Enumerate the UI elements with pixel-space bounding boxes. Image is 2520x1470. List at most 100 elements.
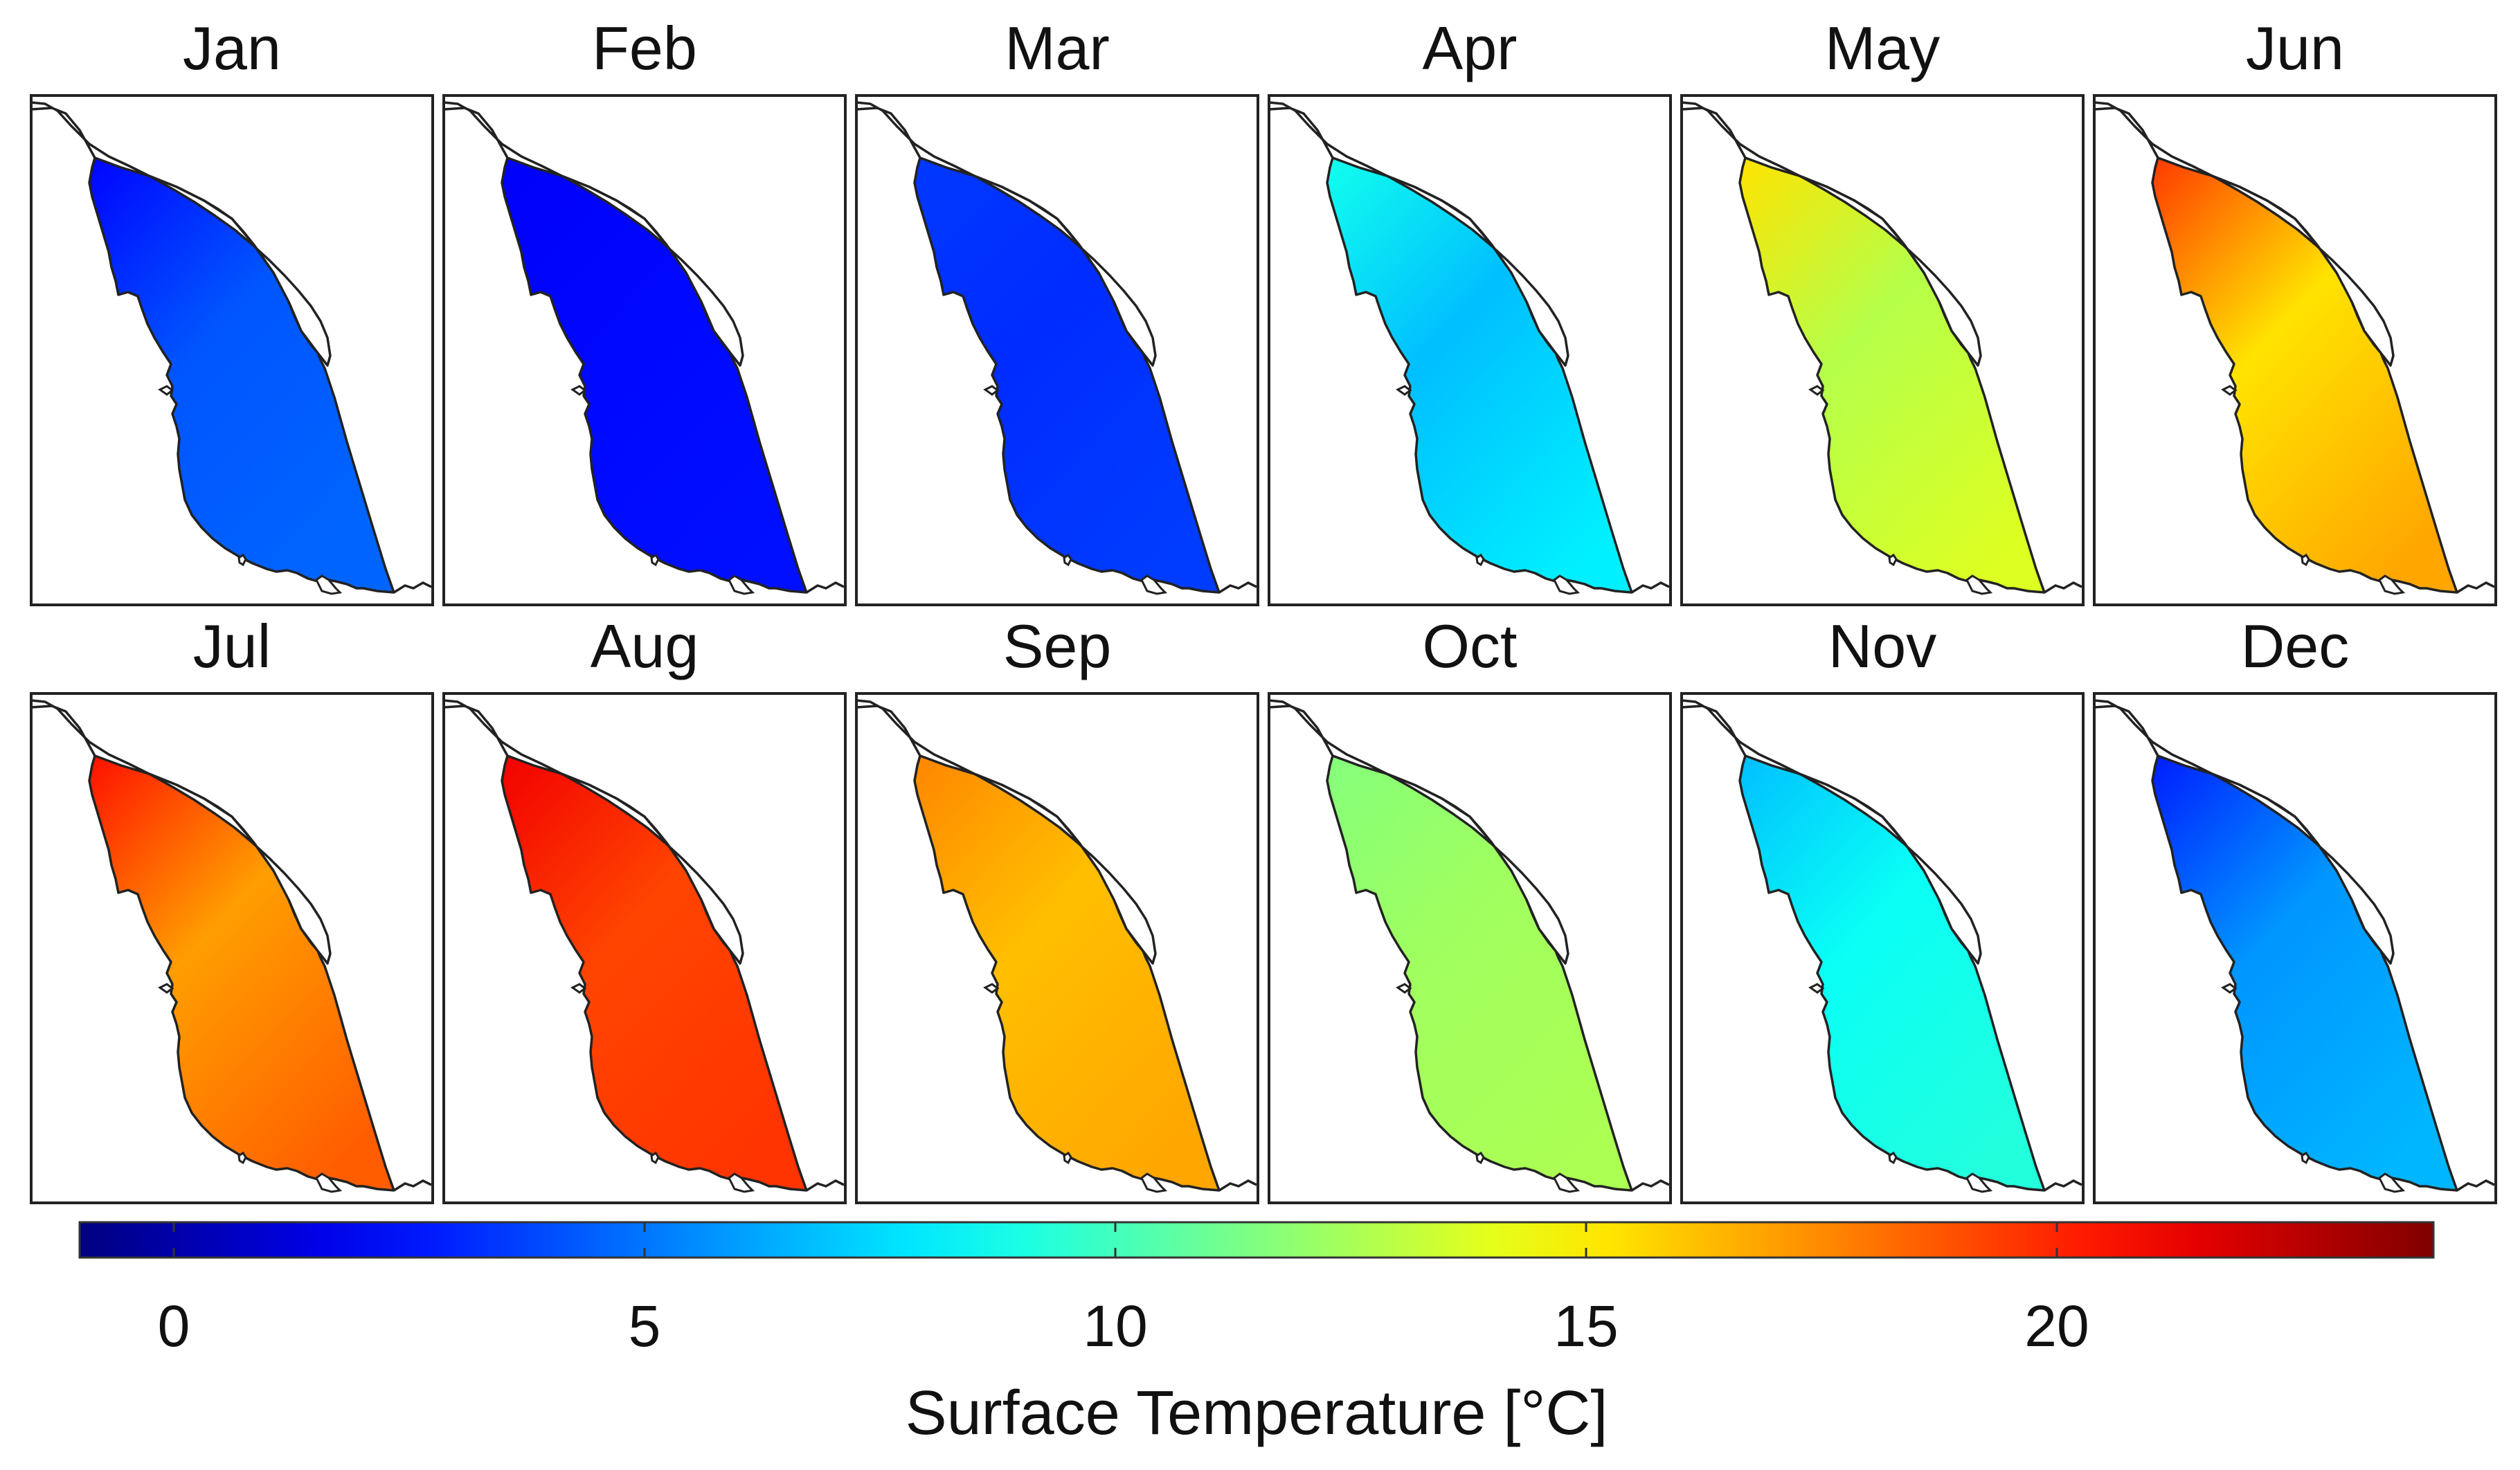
panel-oct: Oct <box>1268 612 1672 1204</box>
island-dec <box>2221 983 2238 994</box>
island-oct <box>1396 983 1412 994</box>
coastline-jul <box>30 699 332 965</box>
island-aug <box>728 1172 755 1193</box>
island-mar <box>1063 553 1072 567</box>
panel-frame-aug <box>442 692 847 1204</box>
island-dec <box>2378 1172 2406 1193</box>
panel-title-mar: Mar <box>1005 14 1110 82</box>
coastline-mar <box>855 101 1157 367</box>
island-may <box>1965 574 1993 595</box>
shoreline-may <box>2044 581 2082 594</box>
sea-field-jan <box>88 156 395 594</box>
coastline-nov <box>1680 699 1982 965</box>
island-apr <box>1553 574 1581 595</box>
island-dec <box>2301 1151 2310 1165</box>
panel-aug: Aug <box>442 612 847 1204</box>
island-jun <box>2221 385 2238 396</box>
island-mar <box>983 385 1000 396</box>
colorbar-tick-labels: 0 5 10 15 20 <box>158 1294 2089 1359</box>
coastline-oct <box>1268 699 1569 965</box>
sea-field-nov <box>1738 754 2046 1192</box>
sea-field-aug <box>501 754 808 1192</box>
island-may <box>1888 553 1898 567</box>
sea-field-jun <box>2151 156 2458 594</box>
panel-title-sep: Sep <box>1003 612 1112 680</box>
island-sep <box>1140 1172 1168 1193</box>
sea-field-jul <box>88 754 395 1192</box>
panel-mar: Mar <box>855 14 1259 606</box>
shoreline-oct <box>1631 1179 1670 1192</box>
island-jul <box>158 983 174 994</box>
panel-frame-jul <box>30 692 434 1204</box>
colorbar-tick-label: 0 <box>158 1294 190 1359</box>
panel-frame-dec <box>2093 692 2497 1204</box>
island-jul <box>315 1172 343 1193</box>
sea-field-feb <box>501 156 808 594</box>
sea-field-sep <box>913 754 1221 1192</box>
sea-field-oct <box>1326 754 1633 1192</box>
island-oct <box>1475 1151 1485 1165</box>
panel-may: May <box>1680 14 2085 606</box>
island-nov <box>1808 983 1825 994</box>
island-jul <box>237 1151 247 1165</box>
panel-frame-feb <box>442 94 847 606</box>
sea-field-mar <box>913 156 1221 594</box>
sea-field-dec <box>2151 754 2458 1192</box>
sea-field-may <box>1738 156 2046 594</box>
sea-field-apr <box>1326 156 1633 594</box>
island-jun <box>2378 574 2406 595</box>
colorbar-tick-label: 5 <box>629 1294 661 1359</box>
coastline-jun <box>2093 101 2395 367</box>
island-feb <box>728 574 755 595</box>
island-aug <box>570 983 587 994</box>
panel-title-dec: Dec <box>2241 612 2350 680</box>
island-jan <box>315 574 343 595</box>
panel-frame-may <box>1680 94 2085 606</box>
panel-frame-jun <box>2093 94 2497 606</box>
coastline-aug <box>442 699 744 965</box>
panel-frame-jan <box>30 94 434 606</box>
island-apr <box>1475 553 1485 567</box>
colorbar-ticks <box>172 1222 2058 1258</box>
shoreline-feb <box>806 581 845 594</box>
panel-nov: Nov <box>1680 612 2085 1204</box>
shoreline-nov <box>2044 1179 2082 1192</box>
panel-jun: Jun <box>2093 14 2497 606</box>
coastline-dec <box>2093 699 2395 965</box>
panel-apr: Apr <box>1268 14 1672 606</box>
shoreline-aug <box>806 1179 845 1192</box>
island-mar <box>1140 574 1168 595</box>
panel-jul: Jul <box>30 612 434 1204</box>
colorbar-tick-label: 15 <box>1554 1294 1618 1359</box>
panel-frame-sep <box>855 692 1259 1204</box>
panel-sep: Sep <box>855 612 1259 1204</box>
shoreline-sep <box>1218 1179 1257 1192</box>
island-feb <box>650 553 660 567</box>
colorbar: 0 5 10 15 20 Surface Temperature [°C] <box>78 1221 2435 1448</box>
shoreline-jan <box>393 581 432 594</box>
panel-title-nov: Nov <box>1828 612 1937 680</box>
panel-jan: Jan <box>30 14 434 606</box>
coastline-may <box>1680 101 1982 367</box>
colorbar-frame <box>78 1221 2435 1259</box>
panel-title-apr: Apr <box>1423 14 1518 82</box>
panel-frame-oct <box>1268 692 1672 1204</box>
island-feb <box>570 385 587 396</box>
coastline-jan <box>30 101 332 367</box>
coastline-feb <box>442 101 744 367</box>
island-jan <box>158 385 174 396</box>
colorbar-gradient <box>80 1222 2433 1258</box>
coastline-sep <box>855 699 1157 965</box>
panel-feb: Feb <box>442 14 847 606</box>
island-nov <box>1965 1172 1993 1193</box>
panel-title-may: May <box>1825 14 1940 82</box>
island-jan <box>237 553 247 567</box>
island-sep <box>1063 1151 1072 1165</box>
colorbar-tick-label: 10 <box>1083 1294 1147 1359</box>
colorbar-label: Surface Temperature [°C] <box>906 1379 1608 1448</box>
island-may <box>1808 385 1825 396</box>
panel-title-aug: Aug <box>591 612 699 680</box>
panel-title-jun: Jun <box>2246 14 2344 82</box>
island-jun <box>2301 553 2310 567</box>
